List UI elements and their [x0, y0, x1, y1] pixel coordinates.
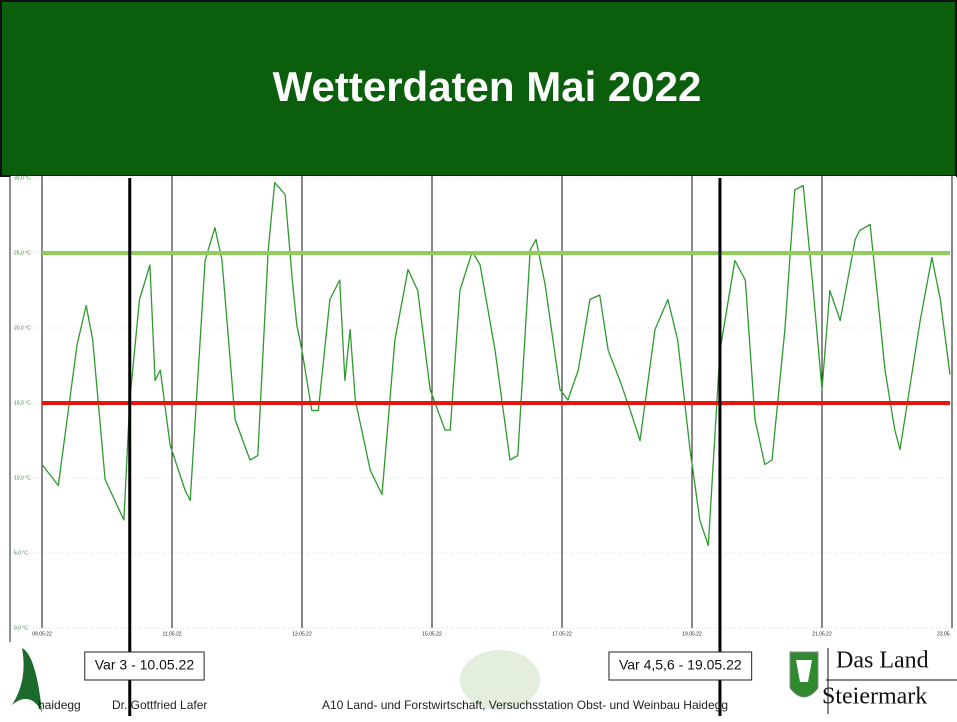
header [0, 0, 957, 177]
y-tick-label: 0,0 °C [14, 625, 28, 631]
y-tick-label: 25,0 °C [14, 250, 31, 256]
x-tick-label: 13.05.22 [292, 631, 312, 637]
x-tick-label: 15.05.22 [422, 631, 442, 637]
brand-line2: Steiermark [822, 684, 927, 710]
haidegg-logo [12, 648, 42, 712]
x-tick-label: 09.05.22 [32, 631, 52, 637]
y-tick-label: 5,0 °C [14, 550, 28, 556]
y-tick-label: 20,0 °C [14, 325, 31, 331]
plot-area [10, 176, 956, 642]
brand-line1: Das Land [836, 648, 929, 674]
event-label-box [84, 651, 205, 681]
logo-text: haidegg [38, 698, 81, 712]
event-label: Var 4,5,6 - 19.05.22 [619, 657, 742, 673]
coat-panther [796, 660, 812, 682]
y-tick-label: 10,0 °C [14, 475, 31, 481]
event-label: Var 3 - 10.05.22 [95, 657, 195, 673]
y-tick-label: 15,0 °C [14, 400, 31, 406]
author: Dr. Gottfried Lafer [112, 698, 207, 712]
institution: A10 Land- und Forstwirtschaft, Versuchss… [322, 698, 728, 712]
y-tick-label: 30,0 °C [14, 175, 31, 181]
chart-title: Wetterdaten Mai 2022 [273, 63, 702, 110]
x-tick-label: 17.05.22 [552, 631, 572, 637]
footer-smudge [460, 650, 540, 710]
event-label-box [608, 651, 753, 681]
x-tick-label: 11.05.22 [162, 631, 181, 637]
x-tick-label: 23.05. [937, 631, 951, 637]
x-tick-label: 21.05.22 [812, 631, 832, 637]
temperature-line [41, 181, 951, 547]
x-tick-label: 19.05.22 [682, 631, 702, 637]
